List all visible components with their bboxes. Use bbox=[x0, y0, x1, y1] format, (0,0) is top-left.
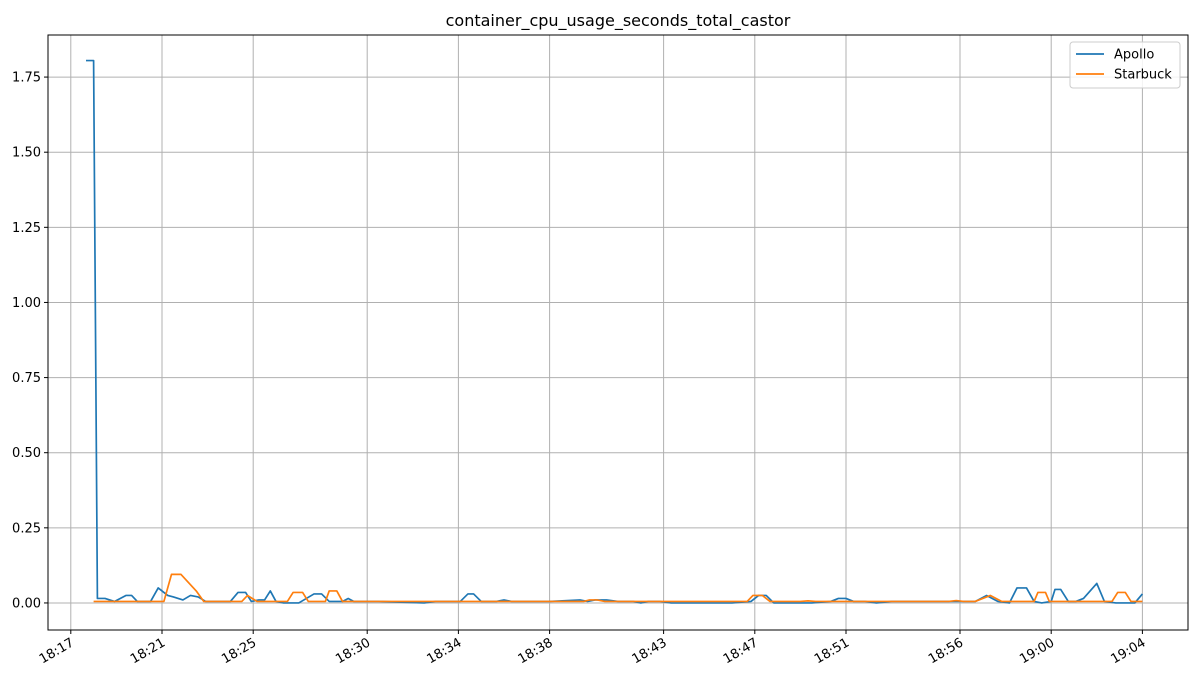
y-tick-label: 0.50 bbox=[12, 446, 41, 461]
y-tick-label: 1.75 bbox=[12, 71, 41, 86]
legend-label: Apollo bbox=[1114, 48, 1154, 63]
grid bbox=[48, 35, 1188, 630]
y-tick-label: 1.25 bbox=[12, 221, 41, 236]
legend-label: Starbuck bbox=[1114, 68, 1172, 83]
y-tick-label: 0.75 bbox=[12, 371, 41, 386]
chart-title: container_cpu_usage_seconds_total_castor bbox=[446, 11, 791, 31]
y-tick-label: 1.50 bbox=[12, 146, 41, 161]
series-lines bbox=[86, 59, 1144, 604]
y-tick-label: 1.00 bbox=[12, 296, 41, 311]
plot-frame bbox=[47, 34, 1189, 631]
y-tick-label: 0.00 bbox=[12, 596, 41, 611]
y-tick-label: 0.25 bbox=[12, 521, 41, 536]
series-line-starbuck bbox=[93, 573, 1143, 603]
legend: Apollo Starbuck bbox=[1069, 41, 1181, 89]
